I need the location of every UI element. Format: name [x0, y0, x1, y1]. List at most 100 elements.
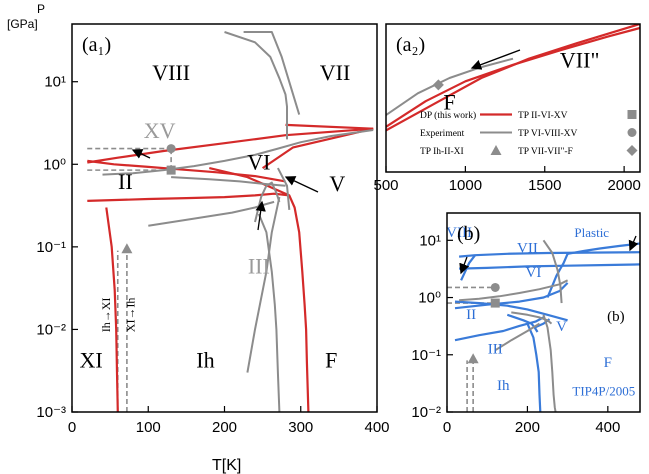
y-tick-label: 10⁻² [36, 321, 66, 338]
tip4p-line [567, 242, 640, 255]
x-axis-title: T[K] [212, 457, 241, 474]
x-tick-label: 2000 [607, 177, 640, 194]
legend-text: TP VI-VIII-XV [518, 129, 578, 139]
y-axis-title-line2: [GPa] [7, 17, 38, 31]
simulation-line [87, 127, 374, 164]
legend-marker [626, 145, 638, 156]
phase-label: XV [144, 118, 176, 143]
y-tick-label: 10¹ [44, 74, 66, 91]
plot-area-b [447, 239, 640, 412]
experiment-line [148, 200, 275, 227]
legend-text: Experiment [420, 129, 465, 139]
transition-label: XI→Ih [124, 298, 138, 333]
plot-area-a2 [386, 24, 640, 132]
legend-marker [627, 110, 637, 119]
phase-label: VII" [560, 48, 600, 73]
experiment-line [102, 129, 374, 176]
tip4p-line [459, 263, 640, 270]
panel-label: (a₁) [82, 34, 111, 56]
plot-area-a1 [87, 31, 374, 412]
experiment-line [277, 167, 291, 210]
square-marker [490, 298, 500, 308]
square-marker [166, 165, 176, 175]
legend-marker [490, 145, 502, 155]
phase-label: F [604, 355, 612, 371]
experiment-line [246, 196, 281, 373]
tip4p-line [506, 313, 539, 333]
circle-marker [166, 144, 176, 154]
phase-label: Plastic [574, 225, 609, 240]
phase-label: VII [517, 241, 538, 257]
circle-marker [490, 282, 500, 292]
phase-label: III [248, 253, 270, 278]
phase-label: VI [526, 265, 542, 281]
experiment-line [511, 311, 553, 325]
phase-label: II [466, 307, 476, 323]
phase-label: VI [247, 149, 270, 174]
annotation-arrow [459, 256, 470, 275]
experiment-line [243, 31, 301, 115]
phase-label: Ih [497, 378, 510, 394]
annotation-arrow [131, 149, 151, 159]
phase-label: V [329, 171, 345, 196]
triangle-marker [467, 353, 479, 364]
experiment-line [542, 314, 557, 412]
panel-frame [385, 23, 641, 173]
phase-label: TIP4P/2005 [572, 383, 635, 398]
x-tick-label: 100 [136, 419, 161, 436]
phase-label: F [325, 347, 337, 372]
simulation-line [285, 123, 374, 130]
experiment-line [171, 176, 286, 187]
x-tick-label: 200 [212, 419, 237, 436]
diamond-marker [432, 79, 444, 91]
phase-label: Ih [196, 347, 214, 372]
legend-text: TP VII-VII"-F [518, 147, 573, 157]
tip4p-line [460, 254, 476, 281]
simulation-line [87, 159, 286, 183]
tip4p-line [454, 300, 568, 322]
phase-label: XI [79, 347, 102, 372]
y-axis-title-line1: P [37, 2, 45, 16]
panel-label: (b) [457, 223, 480, 245]
panel-a2: F VII" (a₂) 500 1000 1500 2000 DP (this work) Ex… [373, 23, 641, 194]
x-tick-label: 0 [443, 419, 451, 436]
tip4p-line [454, 316, 545, 342]
y-tick-label: 10¹ [419, 232, 441, 249]
y-tick-label: 10⁻¹ [411, 347, 441, 364]
x-tick-label: 200 [515, 419, 540, 436]
y-tick-label: 10⁰ [418, 290, 441, 307]
experiment-line [224, 31, 288, 140]
legend-text: TP II-VI-XV [518, 111, 568, 121]
phase-label: F [443, 89, 455, 114]
annotation-arrow [470, 49, 521, 70]
annotation-arrow [628, 235, 639, 252]
tip4p-line [459, 251, 640, 258]
legend-text: TP Ih-II-XI [420, 147, 464, 157]
y-tick-label: 10⁻¹ [36, 239, 66, 256]
y-tick-label: 10⁻³ [36, 404, 66, 421]
phase-label: V [556, 319, 567, 335]
y-tick-label: 10⁻² [411, 404, 441, 421]
experiment-line [542, 239, 563, 304]
phase-label: VIII [446, 225, 472, 241]
x-tick-label: 500 [373, 177, 398, 194]
x-tick-label: 0 [68, 419, 76, 436]
simulation-line [386, 26, 640, 128]
x-tick-label: 400 [595, 419, 620, 436]
simulation-line [87, 192, 290, 202]
simulation-line [261, 127, 374, 170]
experiment-line [257, 213, 281, 412]
simulation-line [105, 207, 119, 412]
annotation-arrow [284, 176, 319, 193]
x-tick-label: 1500 [528, 177, 561, 194]
panel-label: (a₂) [396, 34, 425, 56]
x-tick-label: 1000 [449, 177, 482, 194]
simulation-line [386, 24, 640, 132]
phase-label: III [488, 342, 503, 358]
phase-label: VIII [152, 60, 190, 85]
simulation-line [209, 167, 310, 412]
x-tick-label: 300 [288, 419, 313, 436]
phase-label: II [118, 169, 133, 194]
